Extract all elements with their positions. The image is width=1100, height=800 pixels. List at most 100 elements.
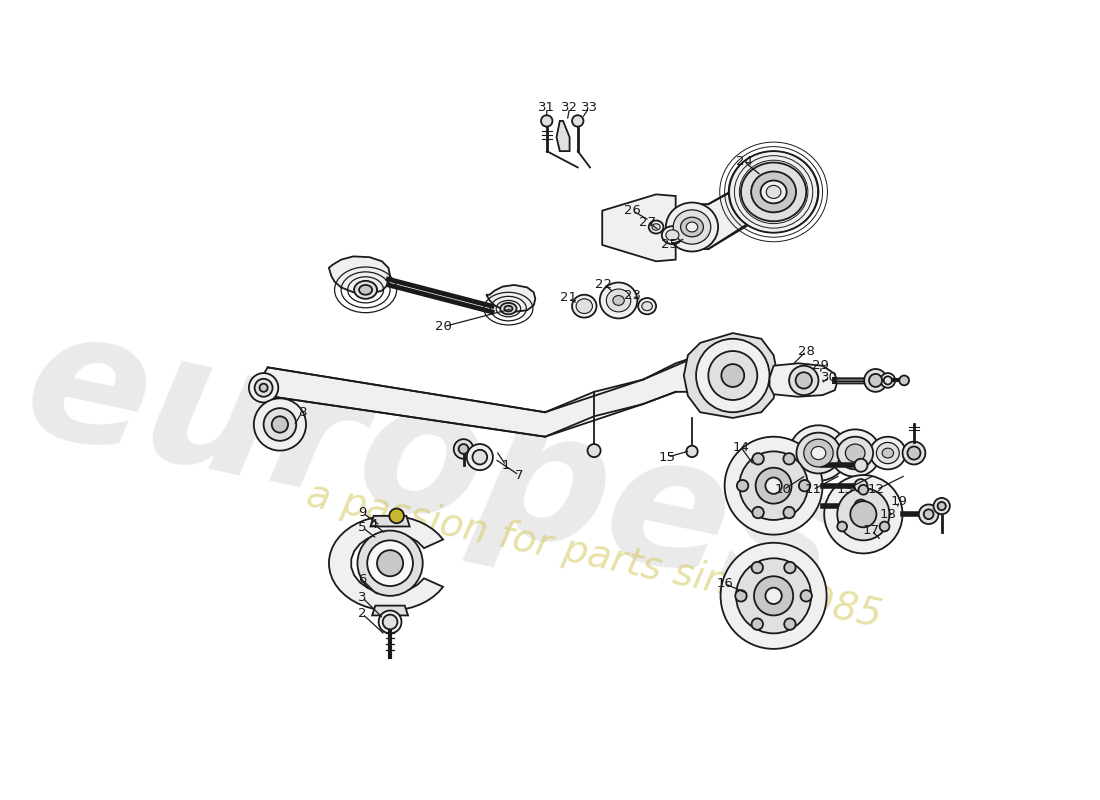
Ellipse shape <box>649 221 663 234</box>
Ellipse shape <box>666 202 718 251</box>
Ellipse shape <box>359 285 372 294</box>
Ellipse shape <box>686 222 697 232</box>
Text: 22: 22 <box>595 278 613 290</box>
Circle shape <box>756 468 792 504</box>
Circle shape <box>736 558 811 634</box>
Circle shape <box>466 444 493 470</box>
Circle shape <box>837 522 847 531</box>
Circle shape <box>737 480 748 491</box>
Circle shape <box>869 374 882 387</box>
Text: europes: europes <box>10 294 851 637</box>
Circle shape <box>541 115 552 126</box>
Text: 3: 3 <box>359 591 366 604</box>
Circle shape <box>384 615 397 629</box>
Ellipse shape <box>741 162 806 222</box>
Circle shape <box>850 501 877 527</box>
Ellipse shape <box>662 226 683 244</box>
Text: 1: 1 <box>502 458 510 472</box>
Text: 20: 20 <box>436 320 452 333</box>
Circle shape <box>766 478 782 494</box>
Circle shape <box>880 373 895 388</box>
Text: 11: 11 <box>804 483 822 496</box>
Text: 8: 8 <box>298 406 306 418</box>
Text: 19: 19 <box>891 494 908 508</box>
Text: 21: 21 <box>560 291 578 305</box>
Text: 13: 13 <box>837 483 854 496</box>
Text: 25: 25 <box>661 238 678 251</box>
Circle shape <box>801 590 812 602</box>
Circle shape <box>572 115 583 126</box>
Circle shape <box>473 450 487 465</box>
Text: a passion for parts since 1985: a passion for parts since 1985 <box>302 475 886 634</box>
Ellipse shape <box>504 306 513 311</box>
Circle shape <box>708 351 757 400</box>
Ellipse shape <box>877 442 900 464</box>
Ellipse shape <box>760 181 786 203</box>
Text: 12: 12 <box>868 483 884 496</box>
Ellipse shape <box>804 439 833 467</box>
Ellipse shape <box>789 426 848 481</box>
Ellipse shape <box>666 230 679 241</box>
Polygon shape <box>557 121 570 151</box>
Text: 2: 2 <box>359 607 366 620</box>
Ellipse shape <box>681 218 703 237</box>
Ellipse shape <box>641 302 652 310</box>
Polygon shape <box>371 516 409 526</box>
Polygon shape <box>329 516 443 610</box>
Circle shape <box>902 442 925 465</box>
Polygon shape <box>684 333 778 418</box>
Circle shape <box>264 408 296 441</box>
Circle shape <box>824 475 902 554</box>
Ellipse shape <box>846 444 865 462</box>
Text: 10: 10 <box>776 483 792 496</box>
Text: 29: 29 <box>813 359 829 372</box>
Circle shape <box>387 618 394 626</box>
Circle shape <box>686 446 697 457</box>
Circle shape <box>587 444 601 457</box>
Text: 4: 4 <box>370 518 378 530</box>
Circle shape <box>453 439 473 458</box>
Text: 6: 6 <box>359 573 366 586</box>
Circle shape <box>378 610 402 634</box>
Ellipse shape <box>500 303 517 314</box>
Ellipse shape <box>673 210 711 244</box>
Circle shape <box>367 540 412 586</box>
Circle shape <box>934 498 950 514</box>
Polygon shape <box>486 285 536 312</box>
Text: 28: 28 <box>798 345 815 358</box>
Circle shape <box>908 446 921 459</box>
Circle shape <box>383 614 397 630</box>
Circle shape <box>752 507 763 518</box>
Ellipse shape <box>600 282 637 318</box>
Circle shape <box>855 458 868 472</box>
Circle shape <box>783 507 795 518</box>
Circle shape <box>918 505 938 524</box>
Polygon shape <box>692 171 790 249</box>
Circle shape <box>751 618 763 630</box>
Ellipse shape <box>652 224 660 230</box>
Polygon shape <box>602 194 675 262</box>
Ellipse shape <box>572 294 596 318</box>
Circle shape <box>752 453 763 465</box>
Circle shape <box>739 451 807 520</box>
Circle shape <box>377 550 403 576</box>
Circle shape <box>459 444 469 454</box>
Ellipse shape <box>870 437 905 470</box>
Ellipse shape <box>728 151 818 233</box>
Text: 32: 32 <box>561 102 579 114</box>
Circle shape <box>783 453 795 465</box>
Circle shape <box>254 378 273 397</box>
Circle shape <box>725 437 823 534</box>
Text: 16: 16 <box>716 577 733 590</box>
Ellipse shape <box>606 289 630 312</box>
Text: 18: 18 <box>879 508 896 521</box>
Circle shape <box>720 543 826 649</box>
Polygon shape <box>253 351 749 437</box>
Text: 9: 9 <box>359 506 366 519</box>
Text: 24: 24 <box>736 155 752 168</box>
Circle shape <box>937 502 946 510</box>
Circle shape <box>260 384 267 392</box>
Circle shape <box>795 372 812 389</box>
Circle shape <box>880 522 890 531</box>
Text: 31: 31 <box>538 102 556 114</box>
